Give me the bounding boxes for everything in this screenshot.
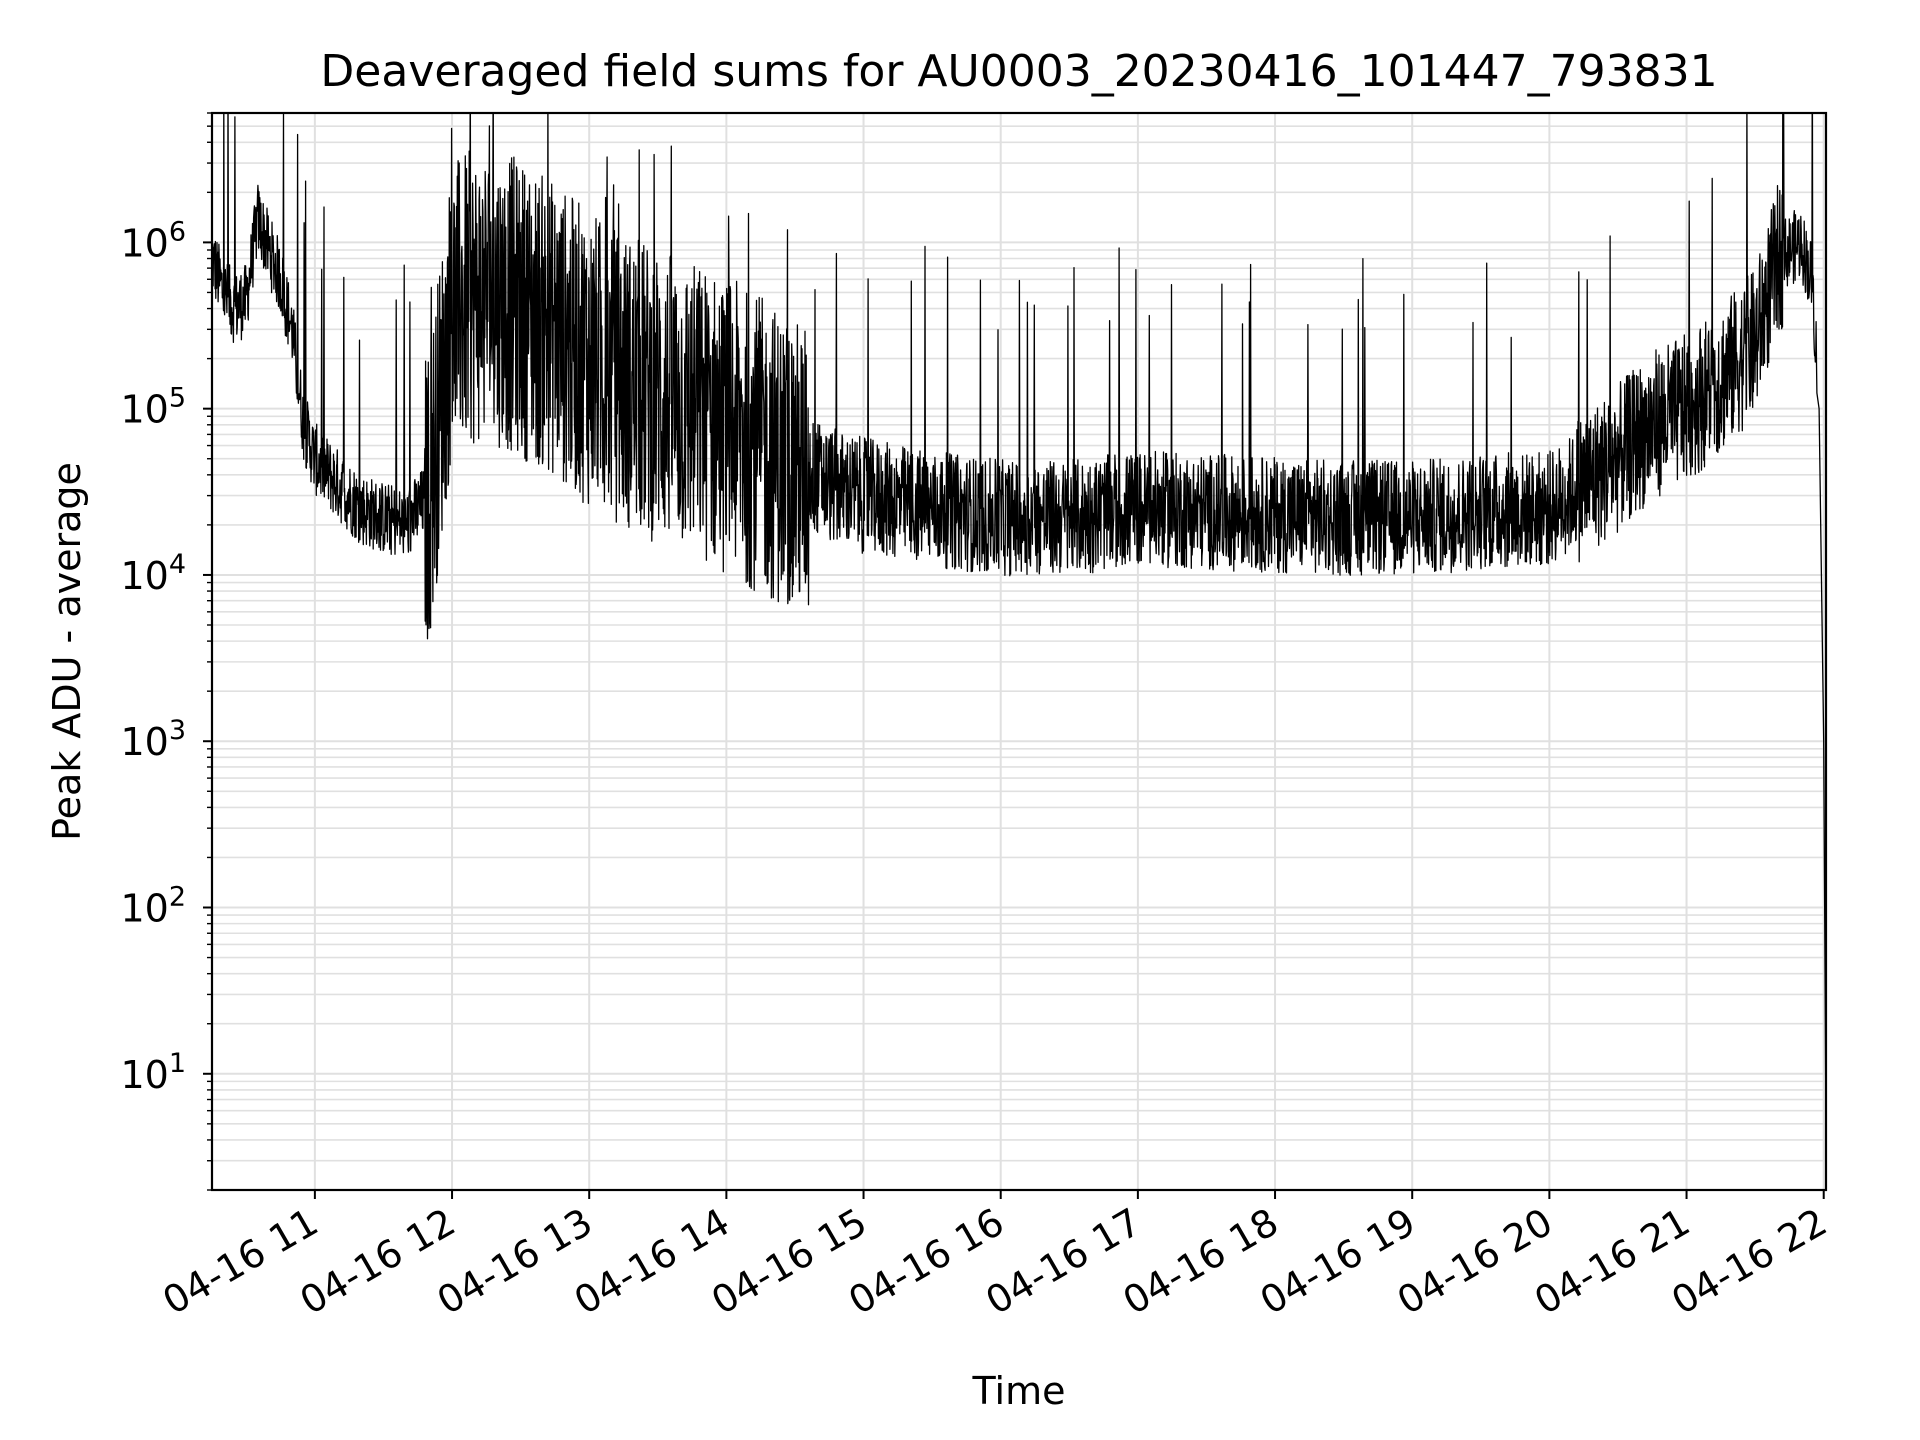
ticks xyxy=(203,112,1825,1199)
axes-frame xyxy=(210,111,1828,1192)
y-tick-label: 101 xyxy=(120,1048,186,1097)
series-layer xyxy=(212,113,1826,1147)
y-axis-label: Peak ADU - average xyxy=(45,462,89,841)
y-tick-label: 103 xyxy=(120,715,186,764)
y-tick-label: 105 xyxy=(120,383,186,432)
chart-title: Deaveraged field sums for AU0003_2023041… xyxy=(320,46,1717,97)
y-tick-label: 102 xyxy=(120,881,186,930)
series-line xyxy=(212,113,1826,1147)
x-axis-label: Time xyxy=(972,1369,1066,1413)
plot-area xyxy=(212,113,1826,1147)
y-tick-label: 106 xyxy=(120,216,186,265)
y-tick-label: 104 xyxy=(120,549,186,598)
grid xyxy=(212,112,1826,1191)
